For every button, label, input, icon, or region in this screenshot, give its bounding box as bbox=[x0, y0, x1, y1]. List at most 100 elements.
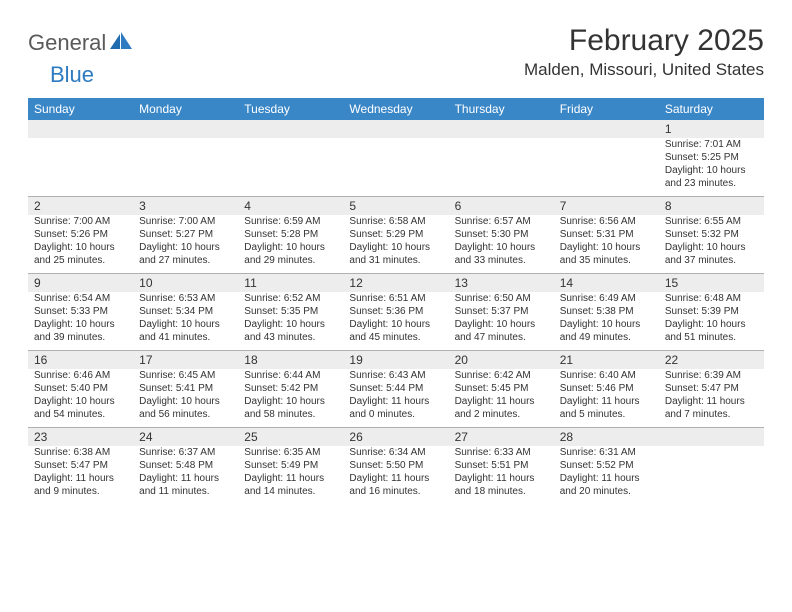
day-detail: Sunrise: 6:44 AM Sunset: 5:42 PM Dayligh… bbox=[238, 369, 343, 427]
day-number-strip: 9101112131415 bbox=[28, 274, 764, 292]
calendar-week: 1Sunrise: 7:01 AM Sunset: 5:25 PM Daylig… bbox=[28, 120, 764, 197]
logo-text-general: General bbox=[28, 30, 106, 56]
day-detail: Sunrise: 6:31 AM Sunset: 5:52 PM Dayligh… bbox=[554, 446, 659, 504]
day-number bbox=[343, 120, 448, 138]
month-title: February 2025 bbox=[524, 24, 764, 58]
day-number: 13 bbox=[449, 274, 554, 292]
weeks-container: 1Sunrise: 7:01 AM Sunset: 5:25 PM Daylig… bbox=[28, 120, 764, 504]
day-detail bbox=[28, 138, 133, 196]
day-detail: Sunrise: 7:00 AM Sunset: 5:27 PM Dayligh… bbox=[133, 215, 238, 273]
calendar-week: 16171819202122Sunrise: 6:46 AM Sunset: 5… bbox=[28, 351, 764, 428]
day-detail: Sunrise: 6:54 AM Sunset: 5:33 PM Dayligh… bbox=[28, 292, 133, 350]
day-number: 21 bbox=[554, 351, 659, 369]
day-number: 10 bbox=[133, 274, 238, 292]
day-detail bbox=[554, 138, 659, 196]
weekday-sun: Sunday bbox=[28, 98, 133, 120]
day-number bbox=[28, 120, 133, 138]
day-detail: Sunrise: 6:52 AM Sunset: 5:35 PM Dayligh… bbox=[238, 292, 343, 350]
weekday-header: Sunday Monday Tuesday Wednesday Thursday… bbox=[28, 98, 764, 120]
day-number: 27 bbox=[449, 428, 554, 446]
day-detail: Sunrise: 6:59 AM Sunset: 5:28 PM Dayligh… bbox=[238, 215, 343, 273]
weekday-mon: Monday bbox=[133, 98, 238, 120]
day-number: 12 bbox=[343, 274, 448, 292]
day-detail: Sunrise: 6:57 AM Sunset: 5:30 PM Dayligh… bbox=[449, 215, 554, 273]
day-number: 22 bbox=[659, 351, 764, 369]
day-number-strip: 16171819202122 bbox=[28, 351, 764, 369]
day-detail: Sunrise: 7:00 AM Sunset: 5:26 PM Dayligh… bbox=[28, 215, 133, 273]
day-detail bbox=[343, 138, 448, 196]
day-detail-strip: Sunrise: 7:00 AM Sunset: 5:26 PM Dayligh… bbox=[28, 215, 764, 273]
day-detail bbox=[238, 138, 343, 196]
day-number: 3 bbox=[133, 197, 238, 215]
day-number: 14 bbox=[554, 274, 659, 292]
day-detail: Sunrise: 6:43 AM Sunset: 5:44 PM Dayligh… bbox=[343, 369, 448, 427]
day-detail: Sunrise: 6:55 AM Sunset: 5:32 PM Dayligh… bbox=[659, 215, 764, 273]
day-detail-strip: Sunrise: 6:46 AM Sunset: 5:40 PM Dayligh… bbox=[28, 369, 764, 427]
day-number: 11 bbox=[238, 274, 343, 292]
day-detail-strip: Sunrise: 7:01 AM Sunset: 5:25 PM Dayligh… bbox=[28, 138, 764, 196]
day-detail: Sunrise: 6:42 AM Sunset: 5:45 PM Dayligh… bbox=[449, 369, 554, 427]
day-detail: Sunrise: 6:40 AM Sunset: 5:46 PM Dayligh… bbox=[554, 369, 659, 427]
day-number-strip: 232425262728 bbox=[28, 428, 764, 446]
day-detail: Sunrise: 6:38 AM Sunset: 5:47 PM Dayligh… bbox=[28, 446, 133, 504]
logo-text-blue: Blue bbox=[50, 62, 94, 87]
weekday-sat: Saturday bbox=[659, 98, 764, 120]
day-detail: Sunrise: 6:49 AM Sunset: 5:38 PM Dayligh… bbox=[554, 292, 659, 350]
day-number: 26 bbox=[343, 428, 448, 446]
day-detail: Sunrise: 6:37 AM Sunset: 5:48 PM Dayligh… bbox=[133, 446, 238, 504]
day-number: 1 bbox=[659, 120, 764, 138]
day-number: 15 bbox=[659, 274, 764, 292]
day-number: 7 bbox=[554, 197, 659, 215]
day-detail: Sunrise: 6:35 AM Sunset: 5:49 PM Dayligh… bbox=[238, 446, 343, 504]
day-number bbox=[133, 120, 238, 138]
day-number-strip: 2345678 bbox=[28, 197, 764, 215]
day-number: 24 bbox=[133, 428, 238, 446]
day-detail: Sunrise: 6:45 AM Sunset: 5:41 PM Dayligh… bbox=[133, 369, 238, 427]
logo-sail-icon bbox=[110, 32, 132, 55]
day-detail: Sunrise: 6:46 AM Sunset: 5:40 PM Dayligh… bbox=[28, 369, 133, 427]
day-number: 19 bbox=[343, 351, 448, 369]
weekday-wed: Wednesday bbox=[343, 98, 448, 120]
weekday-fri: Friday bbox=[554, 98, 659, 120]
day-number: 23 bbox=[28, 428, 133, 446]
day-detail-strip: Sunrise: 6:38 AM Sunset: 5:47 PM Dayligh… bbox=[28, 446, 764, 504]
calendar-page: General February 2025 Malden, Missouri, … bbox=[0, 0, 792, 504]
calendar-week: 2345678Sunrise: 7:00 AM Sunset: 5:26 PM … bbox=[28, 197, 764, 274]
day-detail-strip: Sunrise: 6:54 AM Sunset: 5:33 PM Dayligh… bbox=[28, 292, 764, 350]
day-number: 25 bbox=[238, 428, 343, 446]
day-detail bbox=[659, 446, 764, 504]
day-detail bbox=[133, 138, 238, 196]
day-detail bbox=[449, 138, 554, 196]
day-number: 16 bbox=[28, 351, 133, 369]
day-number bbox=[449, 120, 554, 138]
title-block: February 2025 Malden, Missouri, United S… bbox=[524, 24, 764, 80]
day-detail: Sunrise: 6:50 AM Sunset: 5:37 PM Dayligh… bbox=[449, 292, 554, 350]
location-subtitle: Malden, Missouri, United States bbox=[524, 60, 764, 80]
day-detail: Sunrise: 6:33 AM Sunset: 5:51 PM Dayligh… bbox=[449, 446, 554, 504]
day-number bbox=[659, 428, 764, 446]
day-detail: Sunrise: 6:56 AM Sunset: 5:31 PM Dayligh… bbox=[554, 215, 659, 273]
day-number: 20 bbox=[449, 351, 554, 369]
day-detail: Sunrise: 6:53 AM Sunset: 5:34 PM Dayligh… bbox=[133, 292, 238, 350]
day-detail: Sunrise: 6:34 AM Sunset: 5:50 PM Dayligh… bbox=[343, 446, 448, 504]
day-number: 8 bbox=[659, 197, 764, 215]
day-number: 28 bbox=[554, 428, 659, 446]
day-number: 9 bbox=[28, 274, 133, 292]
day-detail: Sunrise: 6:51 AM Sunset: 5:36 PM Dayligh… bbox=[343, 292, 448, 350]
day-number: 4 bbox=[238, 197, 343, 215]
day-number: 18 bbox=[238, 351, 343, 369]
weekday-thu: Thursday bbox=[449, 98, 554, 120]
day-detail: Sunrise: 6:58 AM Sunset: 5:29 PM Dayligh… bbox=[343, 215, 448, 273]
weekday-tue: Tuesday bbox=[238, 98, 343, 120]
day-number: 6 bbox=[449, 197, 554, 215]
day-detail: Sunrise: 6:48 AM Sunset: 5:39 PM Dayligh… bbox=[659, 292, 764, 350]
logo: General bbox=[28, 30, 134, 56]
day-number: 5 bbox=[343, 197, 448, 215]
day-detail: Sunrise: 6:39 AM Sunset: 5:47 PM Dayligh… bbox=[659, 369, 764, 427]
calendar-week: 9101112131415Sunrise: 6:54 AM Sunset: 5:… bbox=[28, 274, 764, 351]
day-detail: Sunrise: 7:01 AM Sunset: 5:25 PM Dayligh… bbox=[659, 138, 764, 196]
day-number: 17 bbox=[133, 351, 238, 369]
day-number bbox=[554, 120, 659, 138]
day-number: 2 bbox=[28, 197, 133, 215]
day-number bbox=[238, 120, 343, 138]
